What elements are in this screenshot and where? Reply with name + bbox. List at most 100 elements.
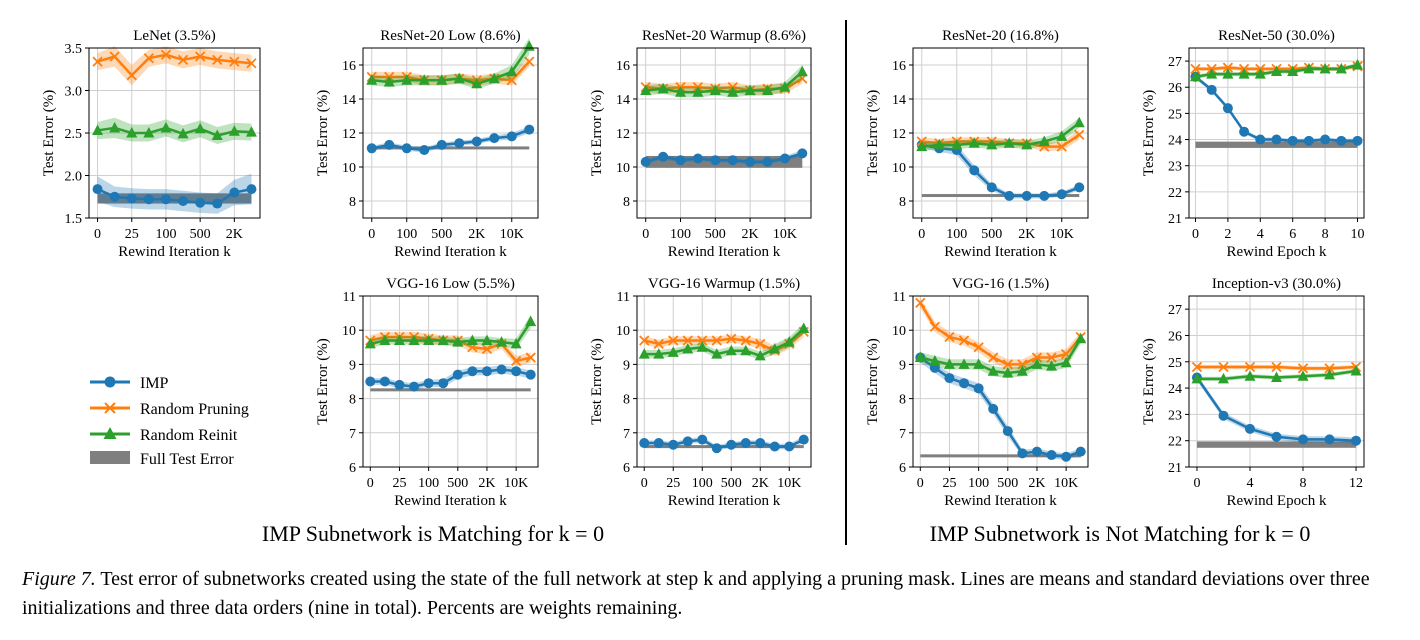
legend-label-random-pruning: Random Pruning — [140, 401, 249, 418]
data-point — [1074, 182, 1085, 193]
subplot-lenet-3-5: 0 25 100 500 2K 1.5 2.0 2.5 3.0 3.5 LeNet (3.5%) Re… — [41, 28, 261, 260]
x-tick-label: 0 — [94, 227, 101, 242]
y-tick-label: 22 — [1168, 186, 1182, 201]
y-tick-label: 12 — [616, 127, 630, 142]
data-point — [211, 129, 223, 141]
data-point — [384, 139, 395, 150]
data-point — [126, 193, 137, 204]
data-point — [726, 439, 737, 450]
series-random-reinit — [1189, 59, 1364, 82]
data-point — [510, 355, 522, 367]
data-point — [726, 333, 737, 344]
data-point — [1255, 134, 1266, 145]
data-point — [453, 72, 465, 84]
x-axis-label: Rewind Iteration k — [394, 493, 507, 509]
series-imp — [366, 124, 535, 155]
series-line — [371, 128, 530, 152]
y-tick-label: 14 — [892, 93, 906, 108]
data-point — [1352, 59, 1364, 70]
data-point — [1254, 68, 1266, 79]
data-point — [1046, 352, 1057, 363]
data-point — [682, 335, 693, 346]
x-tick-label: 0 — [641, 476, 648, 491]
data-point — [973, 342, 984, 353]
series-line — [645, 152, 803, 164]
data-point — [987, 365, 999, 376]
data-point — [745, 156, 756, 167]
data-point — [506, 75, 517, 86]
subplot-resnet-20-low-8-6: 0 100 500 2K 10K 8 10 12 14 16 ResNet-20 Low (8.6%… — [315, 28, 539, 260]
y-tick-label: 9 — [623, 358, 630, 373]
y-tick-label: 21 — [1168, 212, 1182, 227]
x-tick-label: 25 — [125, 227, 139, 242]
data-point — [1189, 70, 1201, 82]
data-point — [697, 335, 708, 346]
y-tick-label: 8 — [349, 393, 356, 408]
y-tick-label: 2.5 — [65, 127, 83, 142]
series-line — [921, 121, 1081, 148]
subplot-title: Inception-v3 (30.0%) — [1212, 276, 1341, 292]
data-point — [1021, 138, 1033, 150]
subplot-title: VGG-16 Warmup (1.5%) — [648, 276, 800, 292]
data-point — [496, 336, 508, 347]
y-tick-label: 8 — [899, 393, 906, 408]
data-point — [195, 197, 206, 208]
data-point — [160, 49, 172, 60]
data-point — [783, 336, 795, 347]
y-tick-label: 6 — [899, 461, 906, 476]
y-axis-label: Test Error (%) — [1141, 90, 1157, 176]
data-point — [973, 358, 985, 369]
x-tick-label: 500 — [705, 227, 726, 242]
data-point — [1298, 434, 1309, 445]
data-point — [943, 358, 955, 369]
data-point — [212, 54, 223, 66]
data-point — [178, 196, 189, 206]
data-point — [696, 341, 708, 352]
data-point — [143, 53, 154, 64]
data-point — [126, 127, 138, 138]
x-tick-label: 100 — [670, 227, 691, 242]
y-tick-label: 11 — [893, 290, 906, 305]
legend-circle-marker — [104, 376, 116, 388]
data-point — [160, 194, 171, 205]
data-point — [762, 156, 773, 167]
x-tick-label: 12 — [1349, 476, 1363, 491]
y-tick-label: 7 — [623, 427, 630, 442]
x-tick-label: 500 — [190, 227, 211, 242]
full-test-error-band — [921, 194, 1080, 198]
series-line — [371, 45, 531, 86]
std-band — [371, 37, 530, 89]
y-tick-label: 27 — [1168, 303, 1182, 318]
series-imp — [640, 148, 808, 167]
data-point — [246, 58, 257, 69]
x-tick-label: 0 — [918, 227, 925, 242]
series-imp — [1190, 71, 1363, 146]
series-line — [1194, 75, 1358, 143]
data-point — [1217, 372, 1229, 384]
y-tick-label: 7 — [349, 427, 356, 442]
subplot-vgg-16-1-5: 0 25 100 500 2K 10K 6 7 8 9 10 11 VGG-16 (1.5%) Rewin… — [865, 276, 1089, 509]
series-imp — [915, 352, 1086, 462]
data-point — [92, 124, 104, 135]
data-point — [423, 334, 435, 345]
data-point — [126, 70, 137, 81]
data-point — [525, 352, 536, 363]
x-tick-label: 500 — [997, 476, 1018, 491]
data-point — [916, 140, 928, 152]
data-point — [929, 354, 941, 366]
data-point — [933, 138, 945, 150]
series-line — [921, 143, 1080, 198]
x-tick-label: 10K — [773, 227, 797, 242]
full-test-error-band — [920, 454, 1081, 458]
data-point — [915, 297, 926, 308]
legend-patch-marker — [90, 451, 130, 464]
data-point — [769, 343, 781, 354]
caption-lead: Figure 7. — [22, 568, 96, 590]
data-point — [988, 352, 999, 363]
data-point — [668, 439, 679, 450]
data-point — [1239, 126, 1250, 137]
data-point — [692, 153, 703, 164]
x-tick-label: 25 — [942, 476, 956, 491]
x-tick-label: 4 — [1246, 476, 1253, 491]
